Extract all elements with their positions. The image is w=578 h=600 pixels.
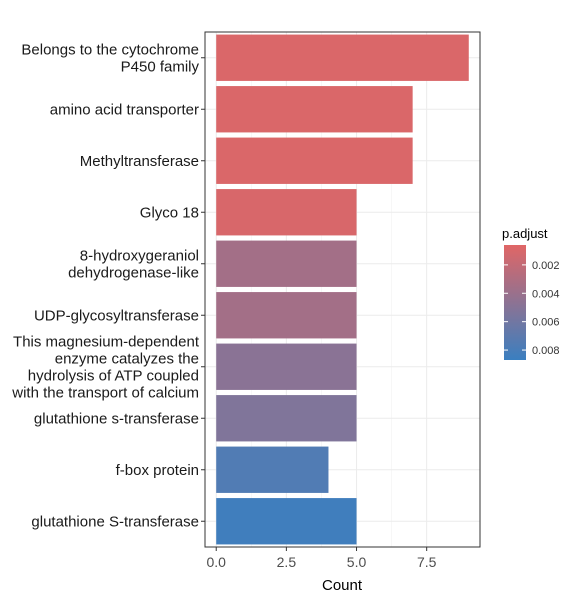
legend-tick-label: 0.006 <box>532 317 560 329</box>
bar <box>216 446 329 493</box>
category-label: Methyltransferase <box>80 153 199 170</box>
legend-tick-label: 0.008 <box>532 345 560 357</box>
category-label: glutathione s-transferase <box>34 410 199 427</box>
legend-tick-label: 0.002 <box>532 260 560 272</box>
category-label: Belongs to the cytochrome P450 family <box>21 41 199 75</box>
bar <box>216 292 357 339</box>
bar <box>216 343 357 390</box>
color-legend: p.adjust 0.002 0.004 0.006 0.008 <box>502 226 560 360</box>
category-label: Glyco 18 <box>140 204 199 221</box>
category-label: UDP-glycosyltransferase <box>34 307 199 324</box>
bars-group <box>216 34 469 545</box>
x-tick-label: 2.5 <box>277 554 297 570</box>
bar <box>216 34 469 81</box>
bar <box>216 86 413 133</box>
x-tick-label: 0.0 <box>206 554 226 570</box>
bar <box>216 395 357 442</box>
x-tick-label: 7.5 <box>417 554 437 570</box>
legend-title: p.adjust <box>502 226 548 241</box>
bar <box>216 498 357 545</box>
legend-ticks: 0.002 0.004 0.006 0.008 <box>504 260 560 357</box>
panel-border <box>204 31 481 548</box>
bar <box>216 137 413 184</box>
x-axis-ticks: 0.0 2.5 5.0 7.5 <box>206 547 437 570</box>
category-label: f-box protein <box>116 462 199 479</box>
bar <box>216 240 357 287</box>
category-label: 8-hydroxygeraniol dehydrogenase-like <box>68 247 199 281</box>
bar <box>216 189 357 236</box>
category-label: amino acid transporter <box>50 101 199 118</box>
x-axis-title: Count <box>322 577 363 594</box>
legend-tick-label: 0.004 <box>532 288 560 300</box>
x-tick-label: 5.0 <box>347 554 367 570</box>
category-label: glutathione S-transferase <box>31 513 199 530</box>
legend-colorbar <box>504 245 526 360</box>
category-labels: Belongs to the cytochrome P450 family amin… <box>11 41 205 530</box>
category-label: This magnesium-dependent enzyme catalyzes… <box>11 333 200 401</box>
